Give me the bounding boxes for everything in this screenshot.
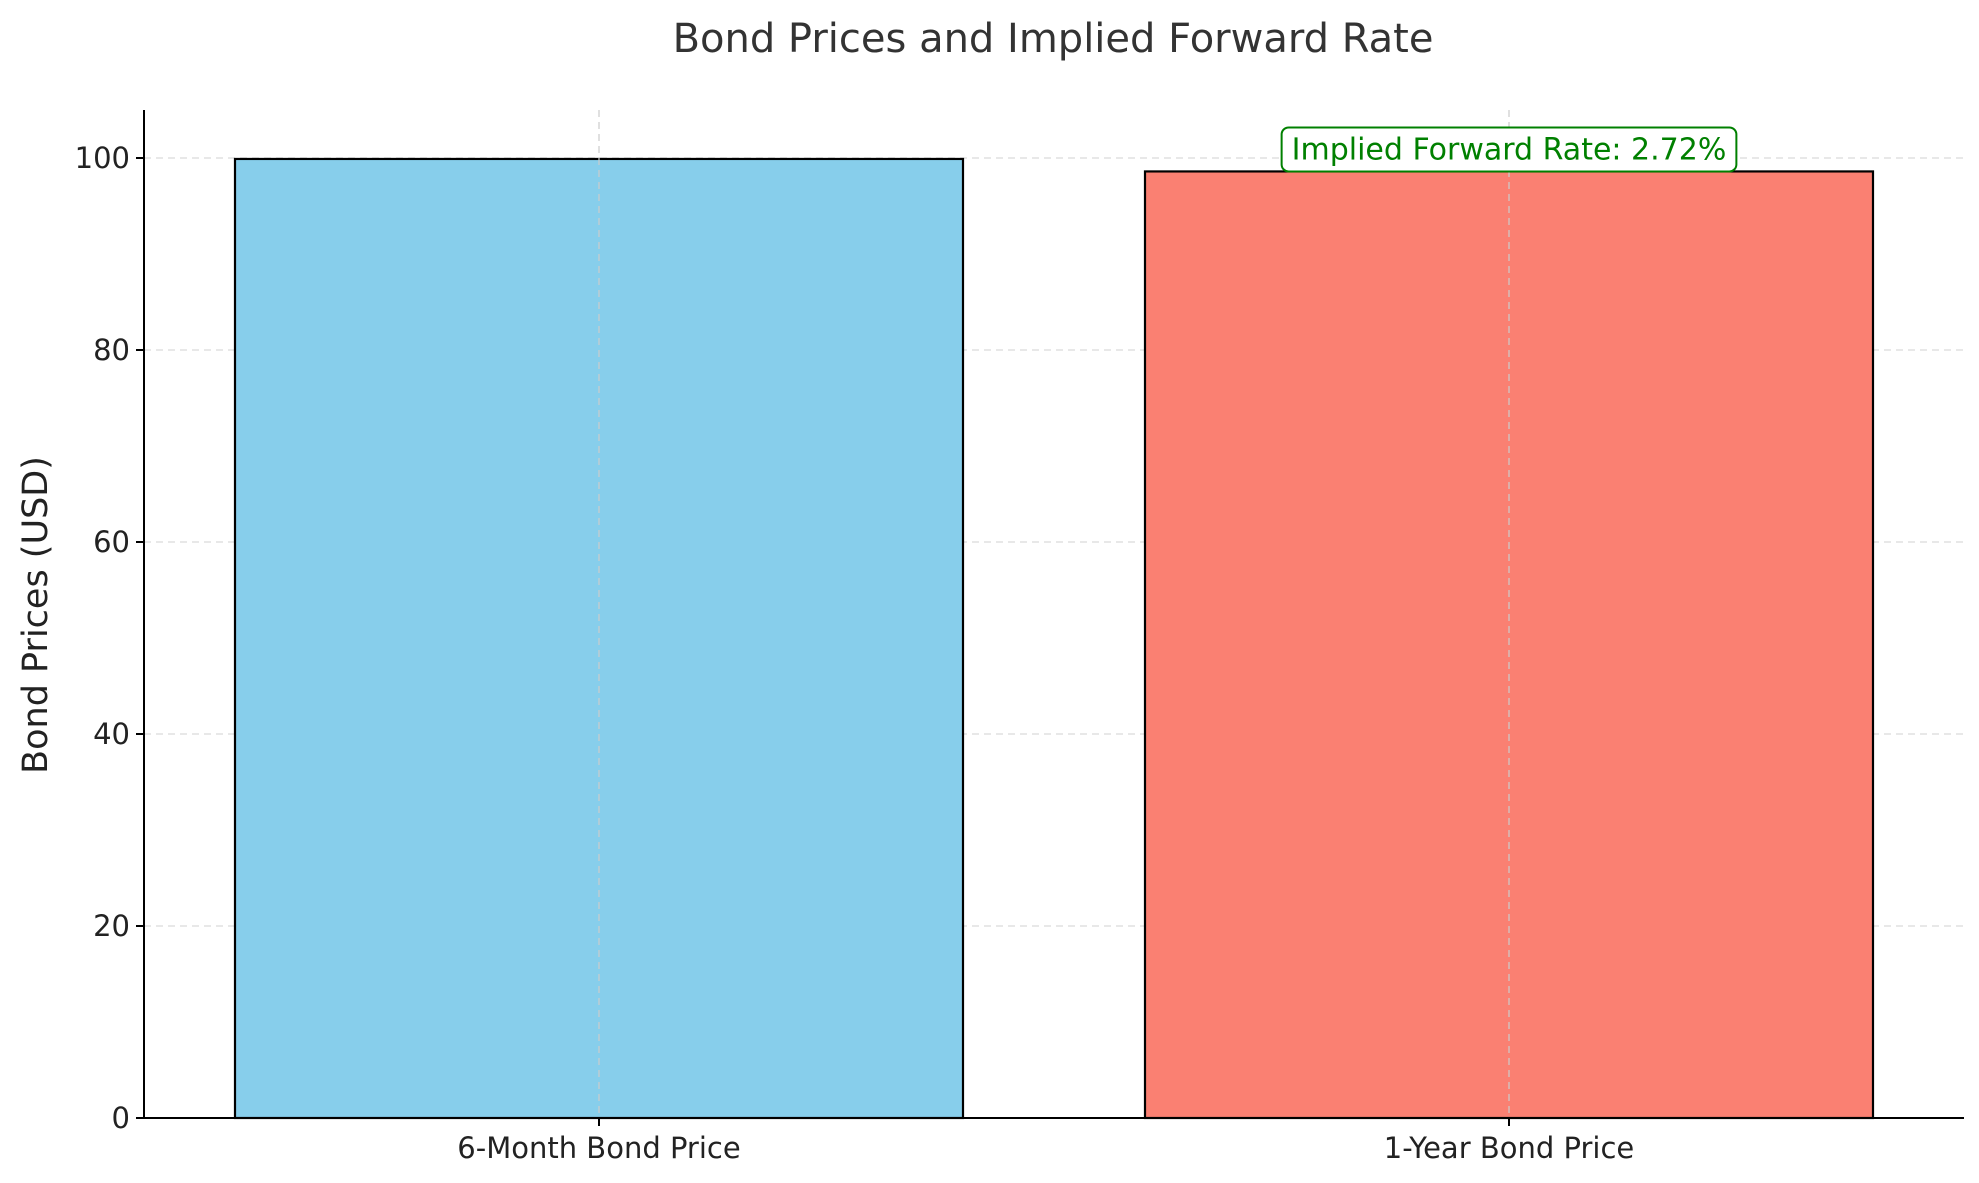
y-tick-label: 60 [93, 525, 130, 559]
axes-layer [143, 110, 1964, 1119]
chart-title: Bond Prices and Implied Forward Rate [673, 16, 1434, 62]
annotation-text: Implied Forward Rate: 2.72% [1292, 132, 1727, 167]
annotation-layer: Implied Forward Rate: 2.72% [1280, 126, 1738, 173]
y-tick-label: 0 [112, 1101, 130, 1135]
y-tick-label: 80 [93, 333, 130, 367]
bars-layer [233, 110, 1875, 1120]
x-tick-label: 6-Month Bond Price [457, 1131, 740, 1165]
ticks-layer: 0 20 40 60 80 100 6-Month Bond Price 1-Year Bon… [75, 141, 1635, 1165]
y-tick-label: 20 [93, 909, 130, 943]
y-axis-label: Bond Prices (USD) [16, 456, 56, 774]
y-tick-label: 40 [93, 717, 130, 751]
y-tick-label: 100 [75, 141, 130, 175]
forward-rate-annotation: Implied Forward Rate: 2.72% [1280, 126, 1738, 173]
x-tick-label: 1-Year Bond Price [1384, 1131, 1634, 1165]
annotation-box [1280, 126, 1738, 173]
